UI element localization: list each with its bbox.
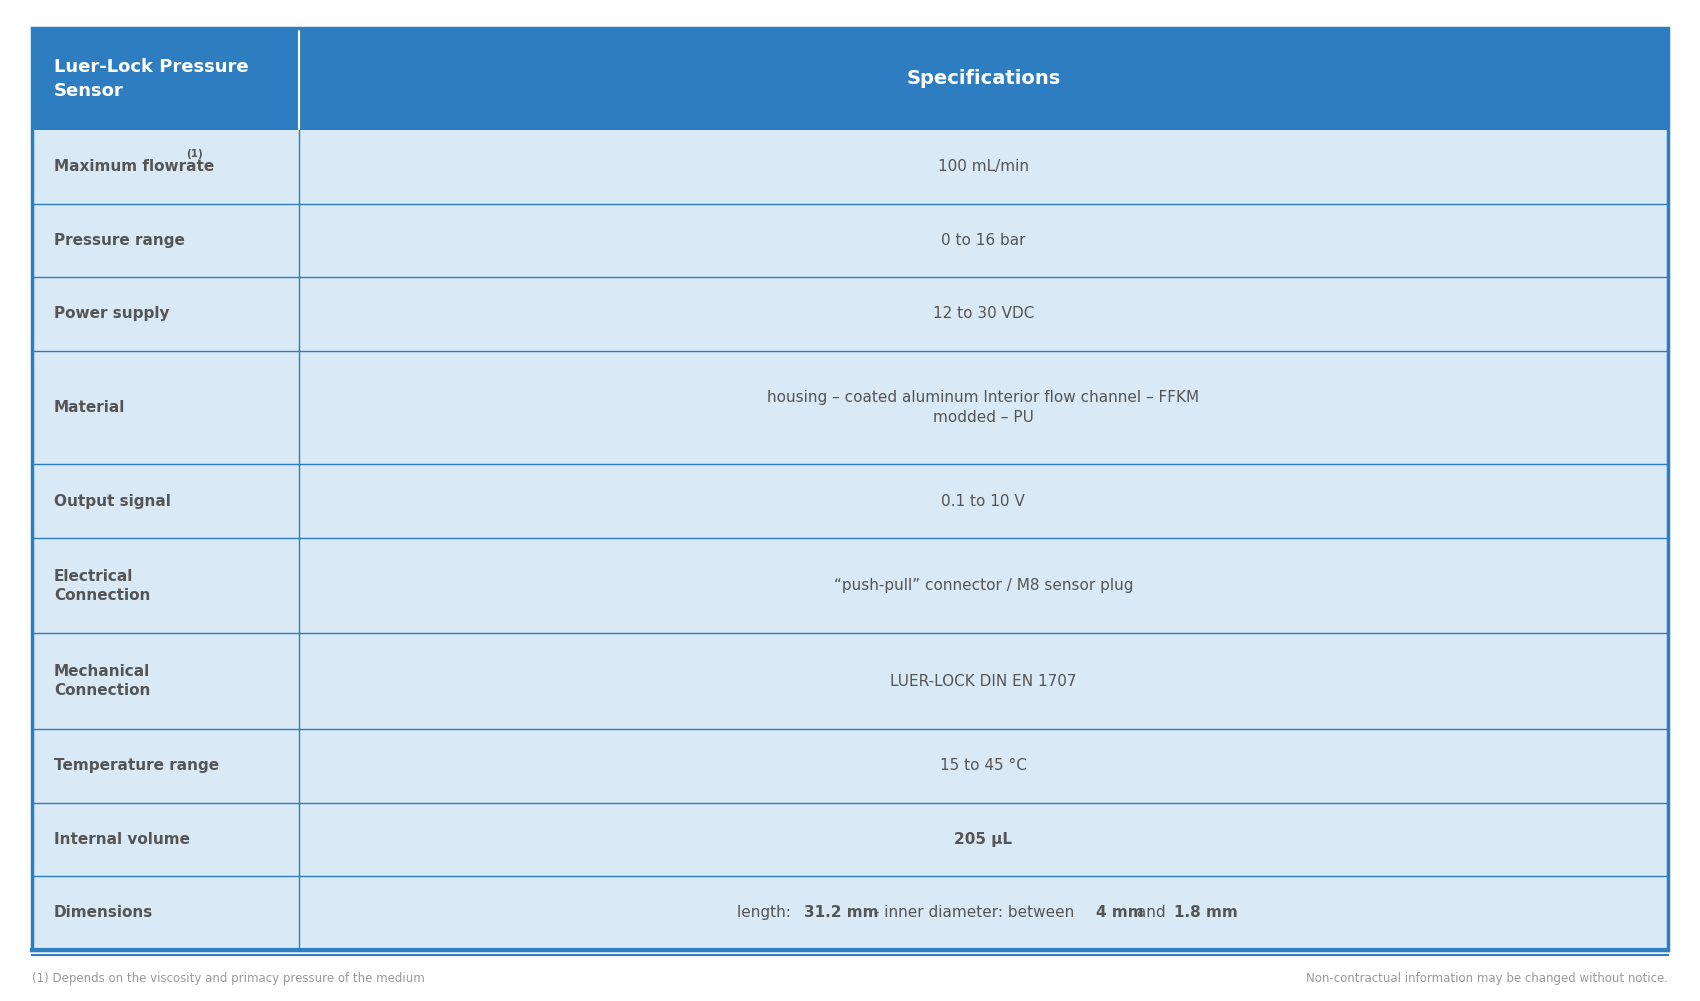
Text: 1.8 mm: 1.8 mm [1175, 905, 1238, 920]
Text: 12 to 30 VDC: 12 to 30 VDC [933, 306, 1034, 321]
Bar [32, 876, 1668, 950]
Text: (1): (1) [185, 148, 202, 158]
Text: Pressure range: Pressure range [54, 233, 185, 248]
Text: 100 mL/min: 100 mL/min [938, 159, 1028, 174]
Text: (1) Depends on the viscosity and primacy pressure of the medium: (1) Depends on the viscosity and primacy… [32, 972, 425, 985]
Text: housing – coated aluminum Interior flow channel – FFKM
modded – PU: housing – coated aluminum Interior flow … [767, 390, 1200, 424]
Bar [32, 729, 1668, 803]
Bar [32, 803, 1668, 876]
Text: Luer-Lock Pressure
Sensor: Luer-Lock Pressure Sensor [54, 58, 248, 100]
Bar [32, 538, 1668, 634]
Text: Electrical
Connection: Electrical Connection [54, 569, 150, 603]
Text: - inner diameter: between: - inner diameter: between [869, 905, 1080, 920]
Bar [32, 28, 1668, 130]
Text: 31.2 mm: 31.2 mm [804, 905, 879, 920]
Text: LUER-LOCK DIN EN 1707: LUER-LOCK DIN EN 1707 [891, 674, 1076, 689]
Text: length:: length: [738, 905, 796, 920]
Text: Output signal: Output signal [54, 493, 172, 509]
Bar [32, 203, 1668, 277]
Bar [32, 130, 1668, 203]
Text: Non-contractual information may be changed without notice.: Non-contractual information may be chang… [1306, 972, 1668, 985]
Text: Power supply: Power supply [54, 306, 170, 321]
Text: Specifications: Specifications [906, 69, 1061, 88]
Bar [32, 350, 1668, 464]
Text: Mechanical
Connection: Mechanical Connection [54, 664, 150, 699]
Bar [32, 634, 1668, 729]
Text: Maximum flowrate: Maximum flowrate [54, 159, 214, 174]
Text: 4 mm: 4 mm [1095, 905, 1142, 920]
Bar [32, 464, 1668, 538]
Text: 205 μL: 205 μL [954, 832, 1011, 847]
Text: Material: Material [54, 400, 126, 415]
Bar [32, 277, 1668, 350]
Text: Dimensions: Dimensions [54, 905, 153, 920]
Text: “push-pull” connector / M8 sensor plug: “push-pull” connector / M8 sensor plug [833, 579, 1134, 594]
Text: and: and [1132, 905, 1171, 920]
Text: 0.1 to 10 V: 0.1 to 10 V [942, 493, 1025, 509]
Text: 15 to 45 °C: 15 to 45 °C [940, 759, 1027, 774]
Text: Internal volume: Internal volume [54, 832, 190, 847]
Text: 0 to 16 bar: 0 to 16 bar [942, 233, 1025, 248]
Text: Temperature range: Temperature range [54, 759, 219, 774]
